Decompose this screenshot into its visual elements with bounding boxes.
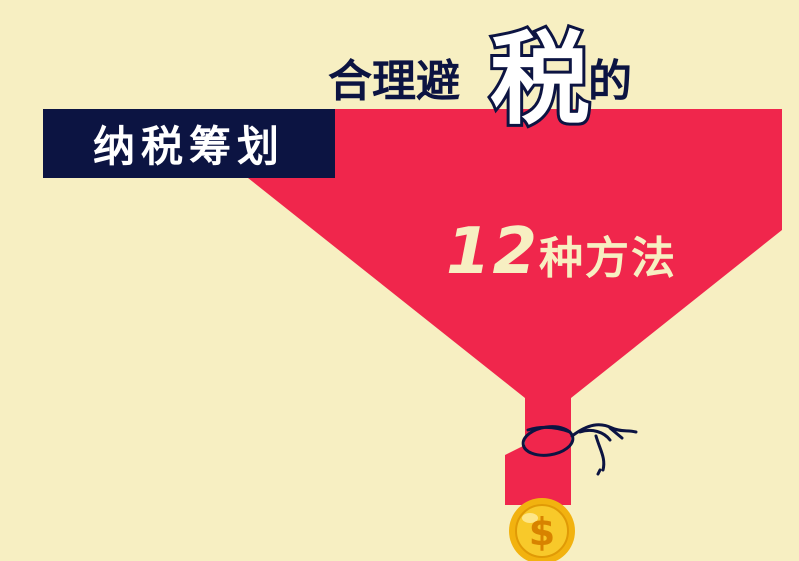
methods-caption: 12种方法 [446,220,677,284]
methods-text: 种方法 [539,233,678,284]
title-highlight-char: 税 [487,21,593,138]
dollar-sign-icon: $ [529,510,555,554]
tax-planning-text: 纳税筹划 [92,122,285,171]
rope-knot-icon [521,423,638,476]
title-part2: 的 [588,56,632,107]
title-part1: 合理避 [328,56,460,107]
funnel-shape [248,109,782,505]
methods-number: 12 [446,215,540,289]
tax-planning-label: 纳税筹划 [43,109,335,178]
gold-coin-icon [509,498,575,561]
